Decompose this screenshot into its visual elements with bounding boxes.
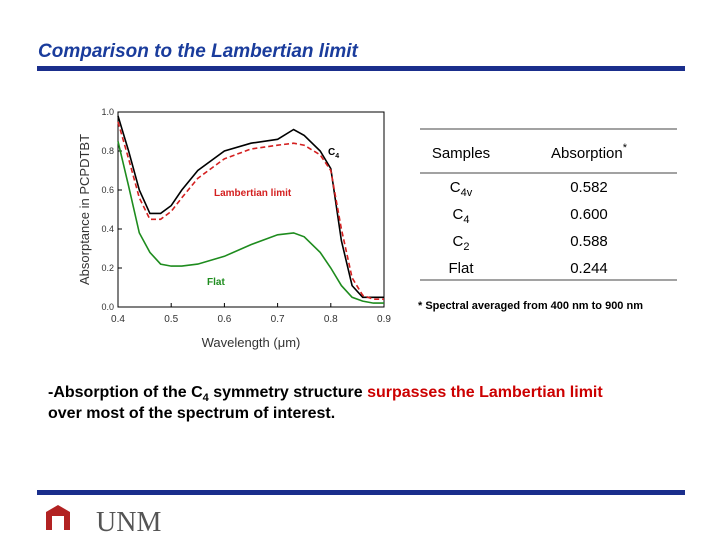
bullet-run: 4 (203, 392, 210, 404)
series-line (117, 121, 384, 300)
table-cell: 0.244 (570, 260, 608, 277)
table-note: * Spectral averaged from 400 nm to 900 n… (418, 300, 643, 312)
header-cell-text: Samples (432, 145, 490, 162)
table-cell-sub: 4v (461, 187, 473, 199)
y-tick-label: 0.4 (101, 224, 114, 234)
header-cell: Absorption* (551, 142, 628, 162)
logo-text: UNM (96, 507, 161, 538)
y-tick-label: 0.0 (101, 302, 114, 312)
logo: UNM (46, 505, 161, 538)
table-cell: 0.582 (570, 179, 608, 196)
x-tick-label: 0.7 (271, 314, 285, 325)
series-name: C (328, 147, 335, 158)
table-cell-text: C (453, 233, 464, 250)
series-name-sub: 4 (335, 153, 339, 160)
bullet-run: symmetry structure (209, 384, 367, 401)
series-name: Flat (207, 277, 225, 288)
table-cell: C4v (450, 179, 473, 199)
table-cell: Flat (448, 260, 474, 277)
series-label: Lambertian limit (214, 188, 292, 199)
footer-rule (37, 490, 685, 495)
table-cell-text: Flat (448, 260, 474, 277)
header-cell: Samples (432, 145, 490, 162)
series-line (117, 141, 384, 304)
title-rule (37, 66, 685, 71)
table-cell-text: 0.582 (570, 179, 608, 196)
bullet-run: surpasses the Lambertian limit (367, 384, 603, 401)
bullet-line: -Absorption of the C4 symmetry structure… (48, 384, 603, 404)
x-tick-label: 0.4 (111, 314, 125, 325)
table-cell: 0.600 (570, 206, 608, 223)
table-cell-text: 0.244 (570, 260, 608, 277)
table-cell-sub: 4 (463, 214, 469, 226)
table-cell: C2 (453, 233, 470, 253)
logo-door (52, 516, 64, 530)
y-tick-label: 0.8 (101, 146, 114, 156)
series-label: Flat (207, 277, 225, 288)
series-name: Lambertian limit (214, 188, 292, 199)
header-cell-sup: * (623, 142, 628, 154)
y-tick-label: 0.2 (101, 263, 114, 273)
chart: 0.0 0.2 0.4 0.6 0.8 1.0 0.4 0.5 0.6 0.7 0.8 0.9 Abso… (77, 107, 391, 350)
bullet-run: -Absorption of the C (48, 384, 203, 401)
plot-frame (117, 111, 385, 308)
x-tick-label: 0.8 (324, 314, 338, 325)
table-cell: C4 (453, 206, 470, 226)
x-axis-label: Wavelength (μm) (202, 335, 301, 350)
slide-title: Comparison to the Lambertian limit (38, 41, 359, 62)
x-tick-label: 0.9 (377, 314, 391, 325)
table-cell-text: 0.600 (570, 206, 608, 223)
bullet: -Absorption of the C4 symmetry structure… (48, 384, 603, 422)
series-line (117, 115, 384, 299)
table-cell-text: C (453, 206, 464, 223)
y-tick-label: 1.0 (101, 107, 114, 117)
series-label: C4 (328, 147, 339, 160)
y-tick-label: 0.6 (101, 185, 114, 195)
table-cell-text: C (450, 179, 461, 196)
table-cell-sub: 2 (463, 241, 469, 253)
bullet-line: over most of the spectrum of interest. (48, 405, 335, 422)
y-axis-label: Absorptance in PCPDTBT (77, 134, 92, 285)
table-cell: 0.588 (570, 233, 608, 250)
bullet-run: over most of the spectrum of interest. (48, 405, 335, 422)
x-tick-label: 0.6 (217, 314, 231, 325)
header-cell-text: Absorption (551, 145, 623, 162)
x-tick-label: 0.5 (164, 314, 178, 325)
table-cell-text: 0.588 (570, 233, 608, 250)
